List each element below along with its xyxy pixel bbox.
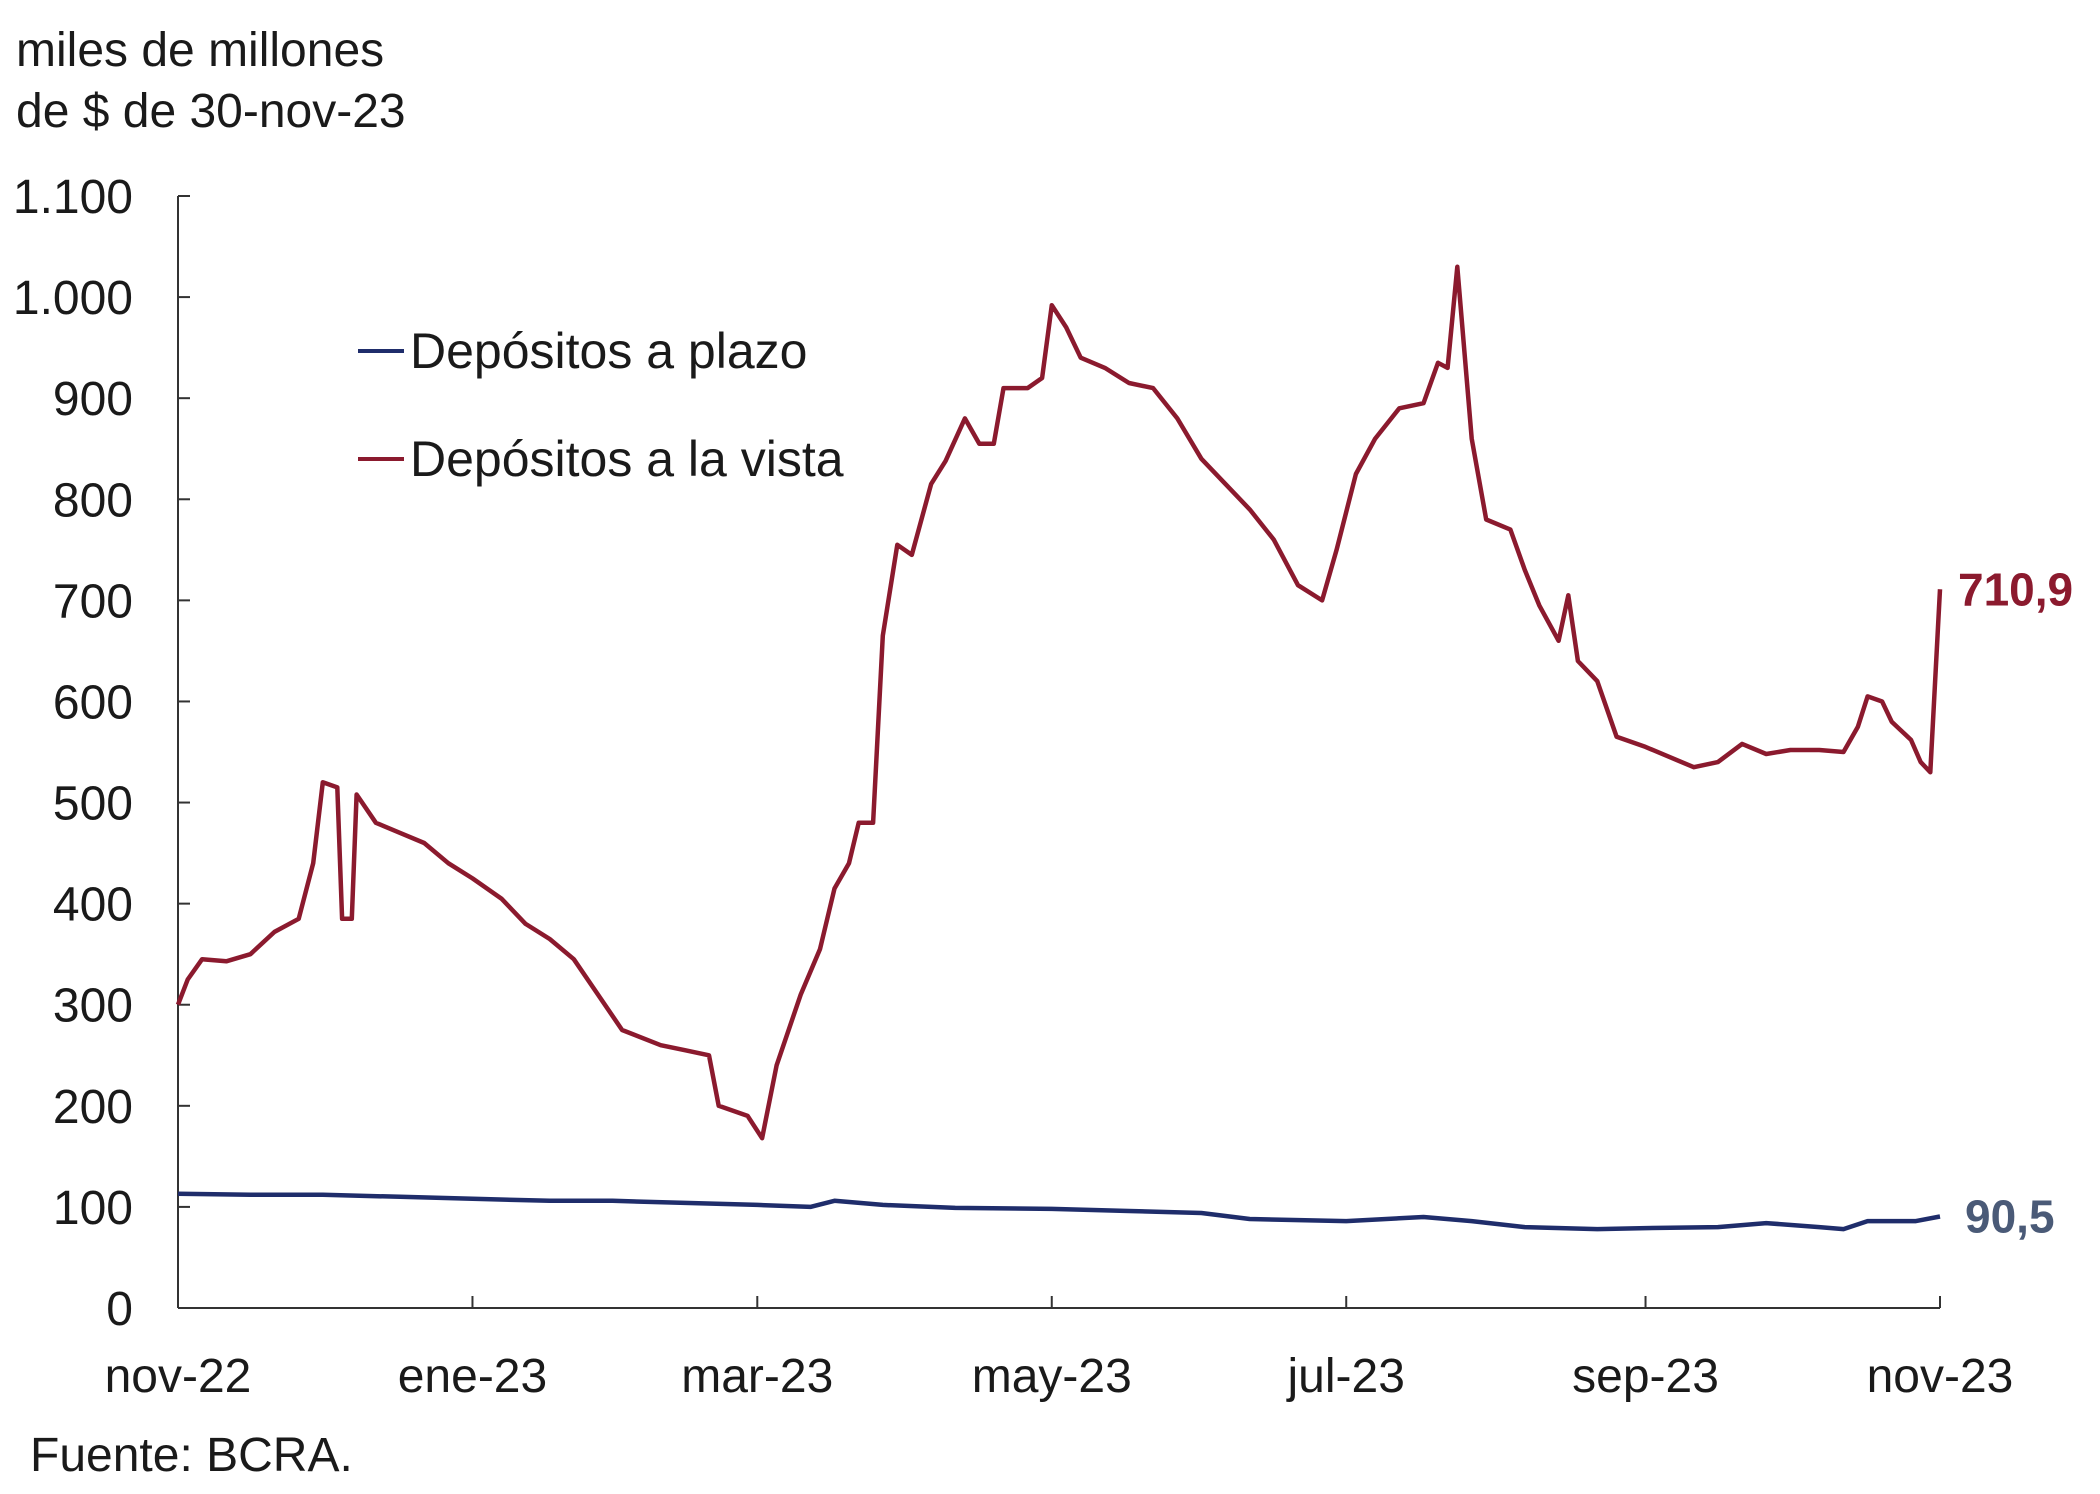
x-tick-label: sep-23	[1572, 1350, 1719, 1403]
series-group	[175, 264, 1943, 1232]
x-tick-label: ene-23	[398, 1350, 547, 1403]
y-tick-label: 1.000	[13, 272, 133, 325]
y-tick-label: 100	[53, 1182, 133, 1235]
y-tick-label: 300	[53, 980, 133, 1033]
source-note: Fuente: BCRA.	[30, 1429, 353, 1482]
series-line-plazo	[177, 1191, 1941, 1232]
x-tick-label: nov-22	[105, 1350, 252, 1403]
y-tick-label: 400	[53, 879, 133, 932]
y-tick-label: 800	[53, 474, 133, 527]
end-labels: 90,5 710,9	[1958, 563, 2073, 1242]
end-label-plazo: 90,5	[1965, 1191, 2055, 1243]
y-tick-label: 600	[53, 676, 133, 729]
y-tick-label: 700	[53, 575, 133, 628]
legend-label-vista: Depósitos a la vista	[410, 431, 844, 487]
unit-label: miles de millones de $ de 30-nov-23	[16, 24, 406, 138]
x-tick-label: mar-23	[681, 1350, 833, 1403]
unit-label-line-2: de $ de 30-nov-23	[16, 85, 406, 138]
x-tick-label: may-23	[972, 1350, 1132, 1403]
unit-label-line-1: miles de millones	[16, 24, 384, 77]
x-tick-label: jul-23	[1286, 1350, 1405, 1403]
y-tick-label: 0	[106, 1283, 133, 1336]
end-label-vista: 710,9	[1958, 563, 2073, 615]
x-tick-label: nov-23	[1867, 1350, 2014, 1403]
y-tick-label: 500	[53, 778, 133, 831]
y-tick-label: 200	[53, 1081, 133, 1134]
y-tick-label: 900	[53, 373, 133, 426]
axes: 0 100 200 300 400 500 600 700 800 900 1.000 1.100 no…	[13, 171, 2014, 1403]
legend: Depósitos a plazo Depósitos a la vista	[358, 323, 844, 487]
series-line-vista	[175, 264, 1943, 1141]
legend-label-plazo: Depósitos a plazo	[410, 323, 807, 379]
y-tick-label: 1.100	[13, 171, 133, 224]
